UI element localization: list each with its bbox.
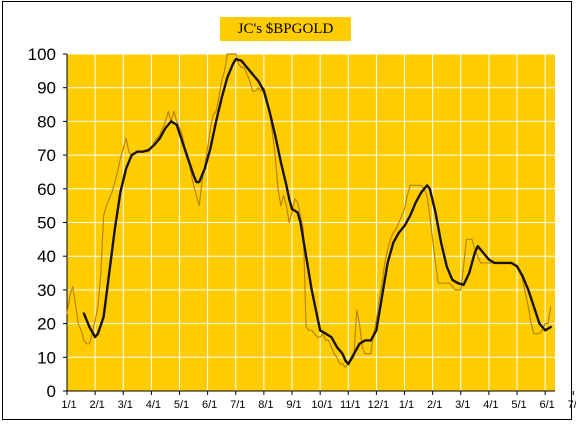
x-tick-label: 9/1 (286, 399, 301, 411)
y-tick-label: 70 (37, 146, 56, 165)
x-tick-label: 3/1 (455, 399, 470, 411)
x-tick-label: 8/1 (258, 399, 273, 411)
x-tick-label: 3/1 (118, 399, 133, 411)
series-lines (66, 53, 552, 368)
y-tick-label: 50 (37, 214, 56, 233)
x-tick-label: 2/1 (89, 399, 104, 411)
smoothed-series-line (82, 57, 552, 366)
x-tick-label: 5/1 (174, 399, 189, 411)
x-tick-label: 2/1 (427, 399, 442, 411)
chart-title: JC's $BPGOLD (220, 17, 351, 41)
y-tick-label: 0 (47, 382, 56, 401)
x-tick-label: 4/1 (146, 399, 161, 411)
x-axis: 1/1 2/1 3/1 4/1 5/1 6/1 7/1 8/1 9/1 10/1 11/1 12/1 1… (61, 390, 576, 411)
y-tick-label: 60 (37, 180, 56, 199)
x-tick-label: 1/1 (399, 399, 414, 411)
x-tick-label: 6/1 (202, 399, 217, 411)
x-tick-label: 10/1 (311, 399, 332, 411)
x-tick-label: 1/1 (61, 399, 76, 411)
x-tick-label: 7/1 (568, 399, 576, 411)
x-tick-label: 12/1 (368, 399, 389, 411)
y-tick-label: 20 (37, 315, 56, 334)
y-axis: 0 10 20 30 40 50 60 70 80 90 100 (28, 45, 68, 401)
x-tick-label: 4/1 (483, 399, 498, 411)
y-tick-label: 40 (37, 247, 56, 266)
x-tick-label: 11/1 (340, 399, 361, 411)
y-tick-label: 90 (37, 79, 56, 98)
x-tick-label: 5/1 (511, 399, 526, 411)
x-tick-label: 7/1 (230, 399, 245, 411)
y-tick-label: 100 (28, 45, 56, 64)
y-tick-label: 10 (37, 348, 56, 367)
y-tick-label: 80 (37, 112, 56, 131)
y-tick-label: 30 (37, 281, 56, 300)
x-tick-label: 6/1 (540, 399, 555, 411)
